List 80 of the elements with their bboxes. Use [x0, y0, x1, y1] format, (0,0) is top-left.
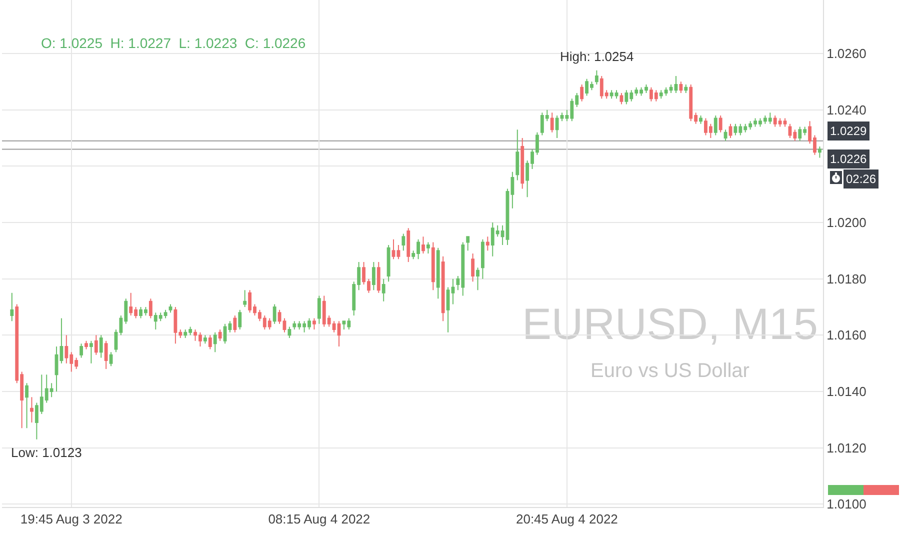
candlestick [724, 129, 728, 142]
candlestick [223, 323, 227, 344]
annotation: O: 1.0225 H: 1.0227 L: 1.0223 C: 1.0226 [41, 35, 306, 51]
candlestick [466, 236, 470, 252]
candlestick [714, 114, 718, 136]
candlestick [278, 309, 282, 324]
x-tick-label: 08:15 Aug 4 2022 [268, 512, 370, 527]
candlestick [203, 334, 207, 344]
candlestick [402, 233, 406, 252]
text: 02:26 [846, 172, 876, 186]
candlestick [60, 318, 64, 364]
annotation: High: 1.0254 [560, 49, 634, 64]
candlestick [684, 84, 688, 94]
y-tick-label: 1.0260 [826, 46, 866, 62]
candlestick [382, 278, 386, 302]
candlestick [451, 278, 455, 305]
candlestick [109, 352, 113, 367]
y-tick-label: 1.0200 [826, 215, 866, 230]
candlestick [243, 290, 247, 308]
candlestick [520, 138, 524, 190]
candlestick [422, 236, 425, 254]
candlestick [699, 114, 702, 124]
candlestick [10, 292, 14, 322]
candlestick [317, 295, 321, 324]
candlestick [476, 267, 480, 291]
candlestick [213, 332, 217, 353]
y-tick-label: 1.0120 [826, 440, 866, 456]
candlestick [288, 326, 292, 338]
candlestick [80, 343, 84, 358]
candlestick [99, 334, 103, 358]
x-tick-label: 19:45 Aug 3 2022 [20, 512, 122, 527]
candlestick [84, 340, 88, 350]
y-tick-label: 1.0240 [826, 102, 866, 118]
candlestick [233, 314, 237, 333]
candlestick [818, 146, 822, 158]
candlestick [89, 340, 93, 364]
candlestick [54, 346, 58, 392]
candlestick [406, 228, 410, 262]
candlestick [471, 253, 475, 282]
candlestick [30, 396, 34, 423]
candlestick [431, 242, 435, 291]
candlestick [516, 129, 520, 181]
candlestick [674, 76, 678, 94]
candlestick [282, 318, 286, 333]
candlestick [238, 309, 242, 330]
candlestick [386, 244, 390, 282]
candlestick [208, 334, 212, 350]
candlestick [312, 318, 316, 330]
ref-line-label: 1.0229 [830, 124, 868, 138]
candlestick [620, 92, 624, 105]
candlestick [436, 247, 440, 300]
candlestick [580, 84, 584, 102]
candlestick [594, 70, 598, 85]
x-tick-label: 20:45 Aug 4 2022 [516, 512, 618, 527]
candlestick [728, 123, 732, 139]
annotation: Low: 1.0123 [11, 445, 82, 460]
candlestick [25, 382, 28, 429]
candlestick [446, 286, 450, 333]
candlestick [104, 340, 108, 370]
candlestick [426, 242, 430, 254]
y-tick-label: 1.0140 [826, 384, 866, 400]
candlestick [441, 256, 445, 322]
candlestick [718, 114, 722, 133]
candlestick [376, 261, 380, 294]
candlestick [679, 81, 683, 94]
candlestick [228, 320, 232, 333]
candlestick [148, 298, 152, 319]
y-tick-label: 1.0180 [826, 271, 866, 286]
y-tick-label: 1.0100 [826, 496, 866, 512]
candlestick [94, 334, 98, 356]
candlestick [218, 329, 222, 342]
candlestick [486, 236, 490, 252]
candlestick [272, 304, 276, 324]
ref-line-label: 1.0226 [830, 152, 868, 166]
text: Euro vs US Dollar [590, 360, 750, 383]
y-tick-label: 1.0160 [826, 328, 866, 343]
candlestick [480, 238, 484, 280]
candlestick [372, 261, 376, 291]
candlestick [550, 112, 554, 133]
candlestick [168, 304, 172, 314]
